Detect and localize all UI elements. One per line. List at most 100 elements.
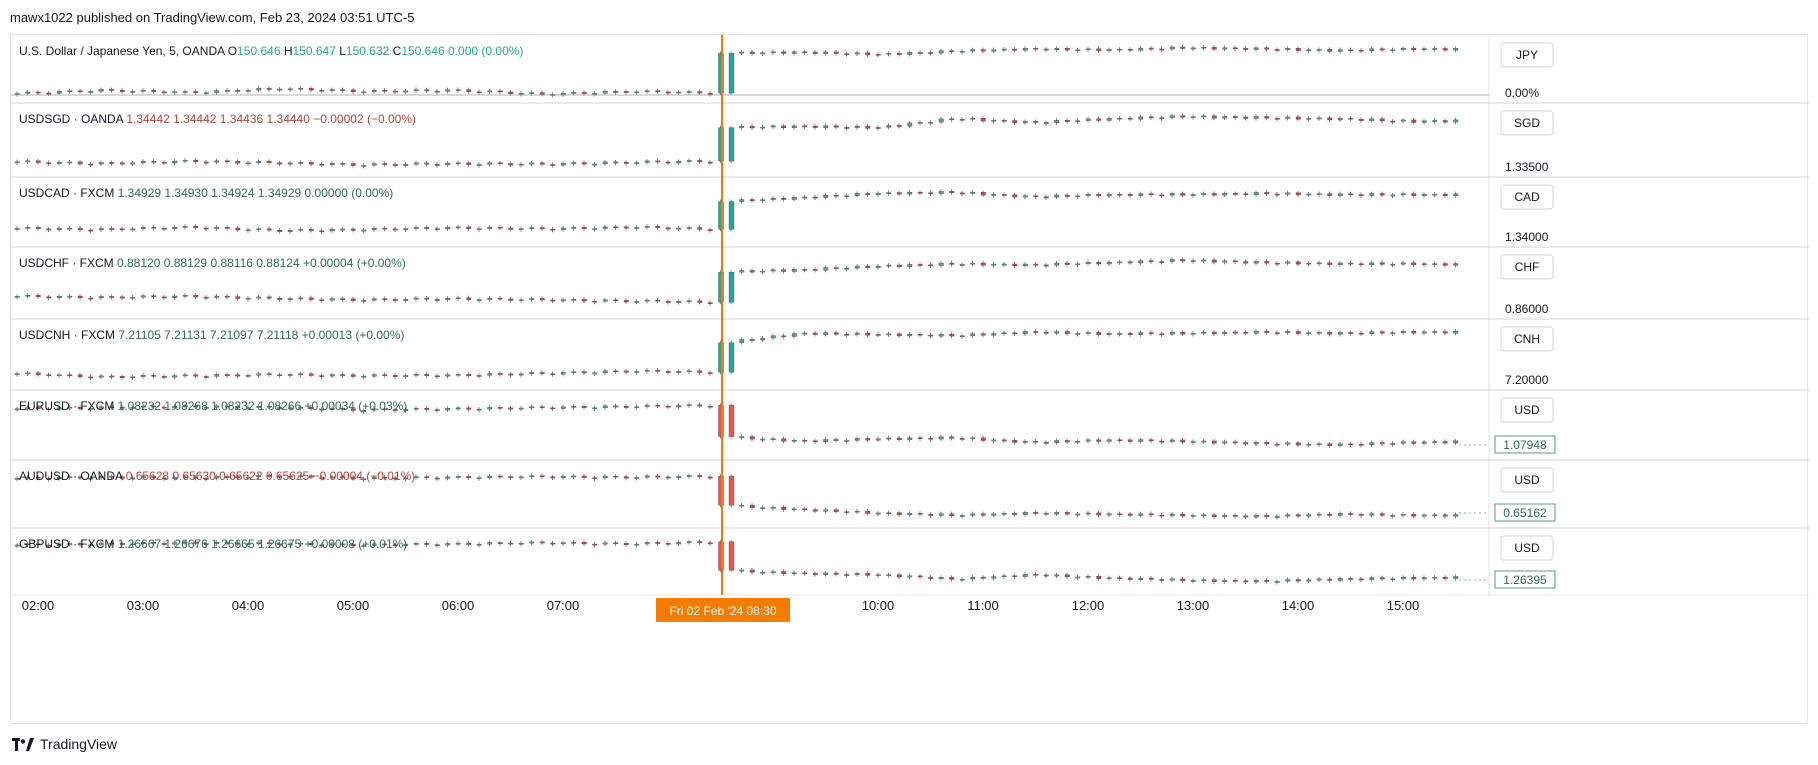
pane-legend: USDCHF · FXCM 0.88120 0.88129 0.88116 0.… <box>19 256 406 270</box>
candle <box>508 227 514 230</box>
candle <box>623 476 629 479</box>
candle <box>1064 512 1070 515</box>
candle <box>1033 574 1039 576</box>
candle <box>907 52 913 55</box>
candle <box>1054 120 1060 123</box>
candle <box>770 269 776 272</box>
candle <box>1106 577 1112 579</box>
candle <box>728 53 735 94</box>
candle <box>371 163 377 166</box>
candle <box>833 572 839 575</box>
candle <box>382 374 388 376</box>
candle <box>172 295 178 298</box>
candle <box>991 49 997 52</box>
candle <box>623 543 629 546</box>
candle <box>371 477 377 479</box>
candle <box>1033 512 1039 514</box>
time-tick-label: 07:00 <box>547 598 580 613</box>
candle <box>424 89 430 92</box>
candle <box>1148 260 1154 262</box>
candle <box>445 476 451 479</box>
candle <box>98 228 104 231</box>
candle <box>245 229 251 232</box>
candle <box>802 269 808 271</box>
candle <box>35 543 41 546</box>
candle <box>67 406 73 409</box>
candle <box>382 163 388 165</box>
candle <box>172 160 178 164</box>
candle <box>844 268 850 270</box>
chart-frame[interactable]: U.S. Dollar / Japanese Yen, 5, OANDA O15… <box>10 34 1809 725</box>
candle <box>959 119 965 121</box>
candle <box>1001 263 1007 266</box>
candle <box>298 297 304 300</box>
candle <box>1033 440 1039 443</box>
candle <box>1379 48 1385 51</box>
multi-pane-candlestick-chart[interactable]: U.S. Dollar / Japanese Yen, 5, OANDA O15… <box>11 35 1809 725</box>
candle <box>140 476 146 478</box>
candle <box>308 229 314 231</box>
candle <box>1264 580 1270 582</box>
candle <box>1400 513 1406 516</box>
candle <box>728 127 735 162</box>
candle <box>392 164 398 166</box>
time-tick-label: 13:00 <box>1177 598 1210 613</box>
candle <box>14 228 20 230</box>
candle <box>424 162 430 165</box>
candle <box>697 160 703 163</box>
candle <box>1169 578 1175 581</box>
candle <box>907 264 913 267</box>
candle <box>245 90 251 92</box>
candle <box>235 374 241 377</box>
candle <box>1148 439 1154 442</box>
candle <box>1043 196 1049 199</box>
candle <box>298 229 304 231</box>
candle <box>812 269 818 271</box>
candle <box>886 53 892 55</box>
candle <box>1127 513 1133 516</box>
candle <box>1327 262 1333 266</box>
candle <box>1180 439 1186 443</box>
candle <box>613 370 619 373</box>
candle <box>67 374 73 376</box>
candle <box>791 508 797 511</box>
candle <box>371 374 377 377</box>
candle <box>581 475 587 478</box>
candle <box>949 513 955 516</box>
candle <box>403 375 409 377</box>
candle <box>1358 332 1364 335</box>
candle <box>329 89 335 92</box>
candle <box>1253 442 1259 445</box>
candle <box>1453 330 1459 334</box>
candle <box>413 89 419 92</box>
candle <box>1421 514 1427 517</box>
candle <box>686 300 692 303</box>
candle <box>581 162 587 165</box>
candle <box>1169 439 1175 442</box>
candle <box>1274 262 1280 265</box>
candle <box>140 226 146 229</box>
candle <box>203 407 209 409</box>
candle <box>182 405 188 407</box>
candle <box>172 542 178 545</box>
candle <box>1337 332 1343 335</box>
candle <box>88 376 94 379</box>
candle <box>1222 193 1228 196</box>
candle <box>1390 515 1396 517</box>
candle <box>760 438 766 441</box>
candle <box>1253 330 1259 334</box>
candle <box>277 298 283 300</box>
candle <box>98 162 104 165</box>
candle <box>329 163 335 166</box>
candle <box>98 542 104 545</box>
candle <box>1442 331 1448 334</box>
candle <box>886 192 892 194</box>
candle <box>1232 515 1238 517</box>
candle <box>655 160 661 163</box>
candle <box>571 299 577 301</box>
candle <box>529 92 535 94</box>
candle <box>1306 118 1312 120</box>
candle <box>455 476 461 478</box>
candle <box>1012 575 1018 577</box>
candle <box>1169 193 1175 196</box>
